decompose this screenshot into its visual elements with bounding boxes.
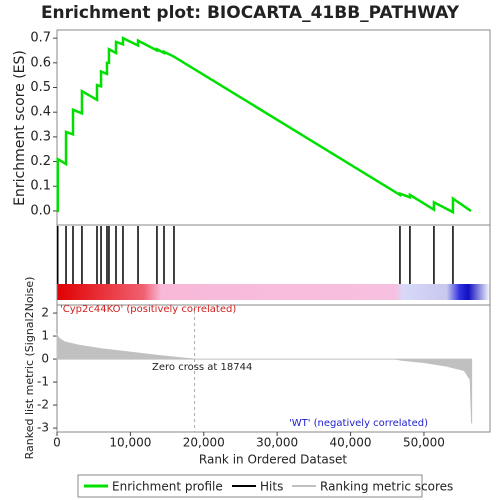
y-tick-label: 0.2 [30,154,51,169]
chart-title: Enrichment plot: BIOCARTA_41BB_PATHWAY [41,3,460,23]
x-tick-label: 30,000 [256,436,298,450]
y-tick-label: 0.7 [30,31,51,46]
y-tick-label: 0 [41,352,49,366]
y-tick-label: -2 [37,398,49,412]
neg-label: 'WT' (negatively correlated) [289,418,428,429]
y-tick-label: 0.3 [30,129,51,144]
y-tick-label: -3 [37,421,49,435]
pos-label: 'Cyp2c44KO' (positively correlated) [60,304,236,315]
zero-cross-label: Zero cross at 18744 [152,362,252,373]
x-tick-label: 10,000 [109,436,151,450]
x-tick-label: 0 [53,436,61,450]
legend-label: Ranking metric scores [320,480,453,494]
y-tick-label: 0.5 [30,80,51,95]
y-tick-label: 0.0 [30,203,51,218]
legend-label: Hits [260,480,283,494]
y-tick-label: 1 [41,329,49,343]
metric-panel [56,304,491,433]
y-tick-label: 0.1 [30,179,51,194]
y-tick-label: 2 [41,306,49,320]
y-tick-label: -1 [37,375,49,389]
x-tick-label: 20,000 [183,436,225,450]
x-tick-label: 40,000 [330,436,372,450]
x-axis-label: Rank in Ordered Dataset [199,453,347,467]
legend-label: Enrichment profile [112,480,223,494]
es-axis-label: Enrichment score (ES) [12,50,28,206]
es-panel [56,29,491,226]
metric-area [56,333,473,424]
rank-color-band [57,284,490,300]
y-tick-label: 0.4 [30,105,51,120]
metric-axis-label: Ranked list metric (Signal2Noise) [23,277,36,460]
y-tick-label: 0.6 [30,55,51,70]
x-tick-label: 50,000 [403,436,445,450]
enrichment-profile [56,36,472,215]
